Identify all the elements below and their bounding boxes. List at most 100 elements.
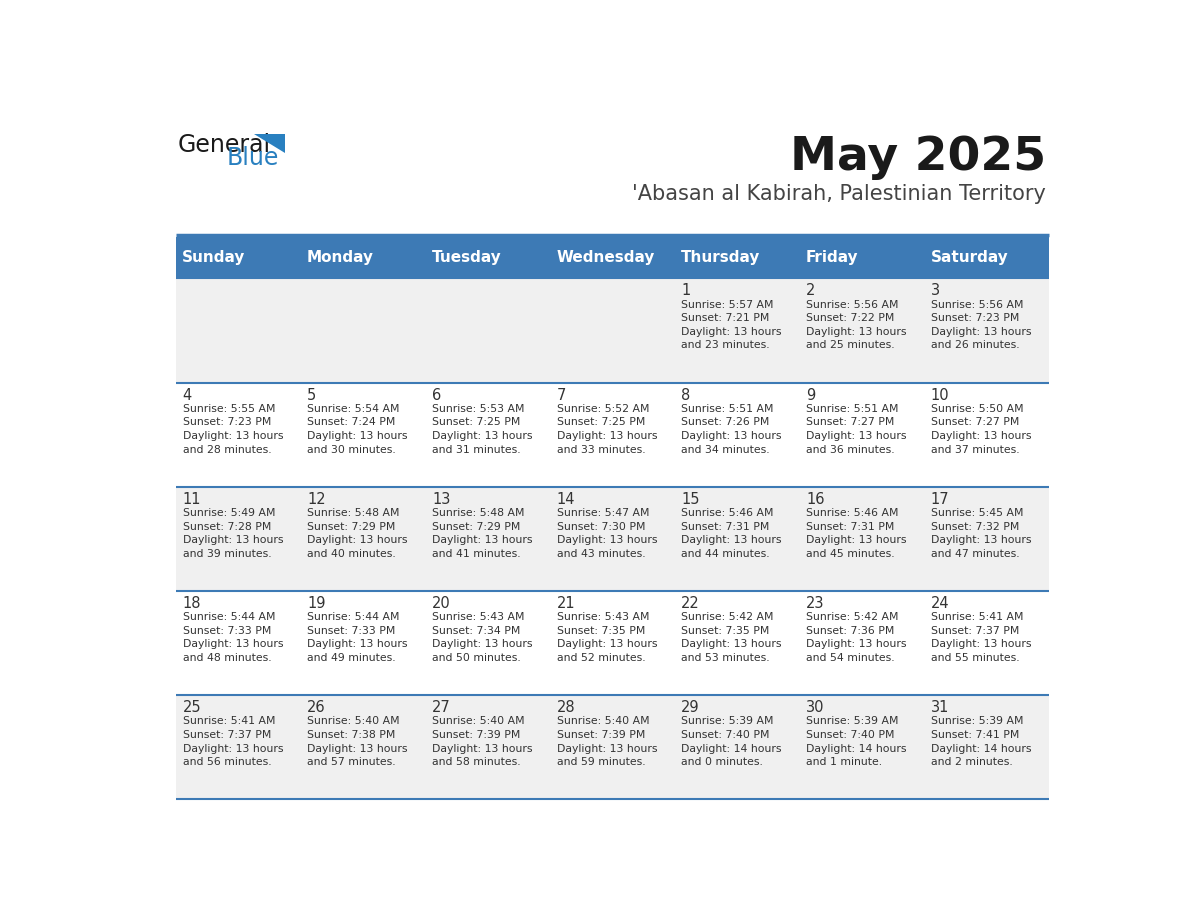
Bar: [550, 695, 675, 800]
Text: 18: 18: [183, 596, 201, 610]
Text: 17: 17: [930, 492, 949, 507]
Bar: [924, 238, 1049, 278]
Bar: [675, 383, 800, 487]
Text: 10: 10: [930, 387, 949, 402]
Text: 31: 31: [930, 700, 949, 715]
Bar: [800, 383, 924, 487]
Bar: [301, 383, 425, 487]
Bar: [550, 278, 675, 383]
Text: Sunrise: 5:52 AM
Sunset: 7:25 PM
Daylight: 13 hours
and 33 minutes.: Sunrise: 5:52 AM Sunset: 7:25 PM Dayligh…: [557, 404, 657, 454]
Text: Sunrise: 5:40 AM
Sunset: 7:38 PM
Daylight: 13 hours
and 57 minutes.: Sunrise: 5:40 AM Sunset: 7:38 PM Dayligh…: [308, 716, 407, 767]
Bar: [425, 278, 550, 383]
Text: 25: 25: [183, 700, 201, 715]
Bar: [425, 591, 550, 695]
Bar: [800, 487, 924, 591]
Text: 4: 4: [183, 387, 191, 402]
Text: Sunrise: 5:49 AM
Sunset: 7:28 PM
Daylight: 13 hours
and 39 minutes.: Sunrise: 5:49 AM Sunset: 7:28 PM Dayligh…: [183, 508, 283, 559]
Text: Sunrise: 5:57 AM
Sunset: 7:21 PM
Daylight: 13 hours
and 23 minutes.: Sunrise: 5:57 AM Sunset: 7:21 PM Dayligh…: [682, 299, 782, 351]
Text: Saturday: Saturday: [930, 251, 1009, 265]
Text: 2: 2: [805, 284, 815, 298]
Bar: [301, 278, 425, 383]
Bar: [550, 487, 675, 591]
Text: Sunrise: 5:54 AM
Sunset: 7:24 PM
Daylight: 13 hours
and 30 minutes.: Sunrise: 5:54 AM Sunset: 7:24 PM Dayligh…: [308, 404, 407, 454]
Bar: [301, 695, 425, 800]
Text: Blue: Blue: [227, 145, 279, 170]
Text: Sunrise: 5:51 AM
Sunset: 7:26 PM
Daylight: 13 hours
and 34 minutes.: Sunrise: 5:51 AM Sunset: 7:26 PM Dayligh…: [682, 404, 782, 454]
Text: 3: 3: [930, 284, 940, 298]
Text: Sunrise: 5:56 AM
Sunset: 7:22 PM
Daylight: 13 hours
and 25 minutes.: Sunrise: 5:56 AM Sunset: 7:22 PM Dayligh…: [805, 299, 906, 351]
Text: Sunrise: 5:47 AM
Sunset: 7:30 PM
Daylight: 13 hours
and 43 minutes.: Sunrise: 5:47 AM Sunset: 7:30 PM Dayligh…: [557, 508, 657, 559]
Bar: [550, 238, 675, 278]
Bar: [176, 487, 301, 591]
Text: 16: 16: [805, 492, 824, 507]
Text: Sunrise: 5:56 AM
Sunset: 7:23 PM
Daylight: 13 hours
and 26 minutes.: Sunrise: 5:56 AM Sunset: 7:23 PM Dayligh…: [930, 299, 1031, 351]
Text: General: General: [178, 133, 271, 157]
Bar: [176, 238, 301, 278]
Bar: [176, 591, 301, 695]
Text: 'Abasan al Kabirah, Palestinian Territory: 'Abasan al Kabirah, Palestinian Territor…: [632, 185, 1047, 205]
Text: Sunrise: 5:43 AM
Sunset: 7:34 PM
Daylight: 13 hours
and 50 minutes.: Sunrise: 5:43 AM Sunset: 7:34 PM Dayligh…: [432, 612, 532, 663]
Text: 30: 30: [805, 700, 824, 715]
Text: 26: 26: [308, 700, 326, 715]
Bar: [800, 238, 924, 278]
Bar: [301, 591, 425, 695]
Text: Thursday: Thursday: [681, 251, 760, 265]
Text: Sunrise: 5:42 AM
Sunset: 7:36 PM
Daylight: 13 hours
and 54 minutes.: Sunrise: 5:42 AM Sunset: 7:36 PM Dayligh…: [805, 612, 906, 663]
Text: 28: 28: [557, 700, 575, 715]
Text: Sunrise: 5:42 AM
Sunset: 7:35 PM
Daylight: 13 hours
and 53 minutes.: Sunrise: 5:42 AM Sunset: 7:35 PM Dayligh…: [682, 612, 782, 663]
Text: Sunrise: 5:46 AM
Sunset: 7:31 PM
Daylight: 13 hours
and 44 minutes.: Sunrise: 5:46 AM Sunset: 7:31 PM Dayligh…: [682, 508, 782, 559]
Bar: [924, 383, 1049, 487]
Bar: [924, 487, 1049, 591]
Bar: [675, 487, 800, 591]
Text: Sunrise: 5:51 AM
Sunset: 7:27 PM
Daylight: 13 hours
and 36 minutes.: Sunrise: 5:51 AM Sunset: 7:27 PM Dayligh…: [805, 404, 906, 454]
Bar: [425, 695, 550, 800]
Text: 11: 11: [183, 492, 201, 507]
Bar: [176, 278, 301, 383]
Text: Sunrise: 5:40 AM
Sunset: 7:39 PM
Daylight: 13 hours
and 59 minutes.: Sunrise: 5:40 AM Sunset: 7:39 PM Dayligh…: [557, 716, 657, 767]
Text: 5: 5: [308, 387, 316, 402]
Text: Monday: Monday: [307, 251, 374, 265]
Text: Wednesday: Wednesday: [556, 251, 655, 265]
Text: Sunday: Sunday: [182, 251, 246, 265]
Bar: [800, 695, 924, 800]
Bar: [800, 591, 924, 695]
Text: Sunrise: 5:44 AM
Sunset: 7:33 PM
Daylight: 13 hours
and 49 minutes.: Sunrise: 5:44 AM Sunset: 7:33 PM Dayligh…: [308, 612, 407, 663]
Text: 1: 1: [682, 284, 690, 298]
Text: Sunrise: 5:46 AM
Sunset: 7:31 PM
Daylight: 13 hours
and 45 minutes.: Sunrise: 5:46 AM Sunset: 7:31 PM Dayligh…: [805, 508, 906, 559]
Text: Sunrise: 5:39 AM
Sunset: 7:40 PM
Daylight: 14 hours
and 1 minute.: Sunrise: 5:39 AM Sunset: 7:40 PM Dayligh…: [805, 716, 906, 767]
Text: 24: 24: [930, 596, 949, 610]
Bar: [176, 383, 301, 487]
Bar: [301, 238, 425, 278]
Bar: [675, 278, 800, 383]
Text: May 2025: May 2025: [790, 135, 1047, 180]
Polygon shape: [254, 134, 285, 152]
Bar: [675, 238, 800, 278]
Text: 21: 21: [557, 596, 575, 610]
Text: 6: 6: [432, 387, 441, 402]
Text: Sunrise: 5:44 AM
Sunset: 7:33 PM
Daylight: 13 hours
and 48 minutes.: Sunrise: 5:44 AM Sunset: 7:33 PM Dayligh…: [183, 612, 283, 663]
Text: 8: 8: [682, 387, 690, 402]
Bar: [425, 383, 550, 487]
Text: Sunrise: 5:43 AM
Sunset: 7:35 PM
Daylight: 13 hours
and 52 minutes.: Sunrise: 5:43 AM Sunset: 7:35 PM Dayligh…: [557, 612, 657, 663]
Text: Sunrise: 5:45 AM
Sunset: 7:32 PM
Daylight: 13 hours
and 47 minutes.: Sunrise: 5:45 AM Sunset: 7:32 PM Dayligh…: [930, 508, 1031, 559]
Text: 13: 13: [432, 492, 450, 507]
Text: Sunrise: 5:48 AM
Sunset: 7:29 PM
Daylight: 13 hours
and 41 minutes.: Sunrise: 5:48 AM Sunset: 7:29 PM Dayligh…: [432, 508, 532, 559]
Text: Sunrise: 5:41 AM
Sunset: 7:37 PM
Daylight: 13 hours
and 55 minutes.: Sunrise: 5:41 AM Sunset: 7:37 PM Dayligh…: [930, 612, 1031, 663]
Text: 9: 9: [805, 387, 815, 402]
Bar: [675, 591, 800, 695]
Text: 20: 20: [432, 596, 450, 610]
Text: Sunrise: 5:39 AM
Sunset: 7:41 PM
Daylight: 14 hours
and 2 minutes.: Sunrise: 5:39 AM Sunset: 7:41 PM Dayligh…: [930, 716, 1031, 767]
Text: 7: 7: [557, 387, 565, 402]
Bar: [550, 591, 675, 695]
Bar: [924, 591, 1049, 695]
Text: 23: 23: [805, 596, 824, 610]
Bar: [425, 487, 550, 591]
Text: Sunrise: 5:40 AM
Sunset: 7:39 PM
Daylight: 13 hours
and 58 minutes.: Sunrise: 5:40 AM Sunset: 7:39 PM Dayligh…: [432, 716, 532, 767]
Text: 19: 19: [308, 596, 326, 610]
Text: 15: 15: [682, 492, 700, 507]
Text: Sunrise: 5:53 AM
Sunset: 7:25 PM
Daylight: 13 hours
and 31 minutes.: Sunrise: 5:53 AM Sunset: 7:25 PM Dayligh…: [432, 404, 532, 454]
Bar: [924, 278, 1049, 383]
Bar: [425, 238, 550, 278]
Text: 14: 14: [557, 492, 575, 507]
Text: 29: 29: [682, 700, 700, 715]
